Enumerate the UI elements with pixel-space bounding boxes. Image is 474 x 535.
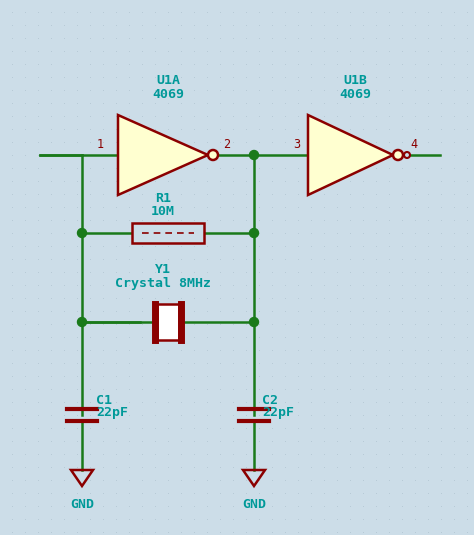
Text: 4069: 4069 <box>152 88 184 101</box>
Circle shape <box>78 317 86 326</box>
Text: 1: 1 <box>97 138 104 151</box>
Text: R1: R1 <box>155 192 171 205</box>
Polygon shape <box>118 115 208 195</box>
Circle shape <box>249 150 258 159</box>
Text: 2: 2 <box>223 138 230 151</box>
Text: U1B: U1B <box>344 74 367 87</box>
Text: 10M: 10M <box>151 205 175 218</box>
Text: 4: 4 <box>410 138 417 151</box>
Text: 4069: 4069 <box>339 88 372 101</box>
Bar <box>132 223 204 243</box>
Text: 22pF: 22pF <box>262 406 294 419</box>
Text: Crystal 8MHz: Crystal 8MHz <box>115 277 211 290</box>
Text: C1: C1 <box>96 394 112 407</box>
Text: C2: C2 <box>262 394 278 407</box>
Text: U1A: U1A <box>156 74 180 87</box>
Circle shape <box>249 317 258 326</box>
Circle shape <box>208 150 218 160</box>
Text: GND: GND <box>242 498 266 511</box>
Circle shape <box>249 228 258 238</box>
Text: 3: 3 <box>293 138 300 151</box>
Text: GND: GND <box>70 498 94 511</box>
Polygon shape <box>308 115 393 195</box>
Circle shape <box>393 150 403 160</box>
Text: Y1: Y1 <box>155 263 171 276</box>
Circle shape <box>78 228 86 238</box>
Circle shape <box>404 152 410 158</box>
Bar <box>157 304 179 340</box>
Text: 22pF: 22pF <box>96 406 128 419</box>
